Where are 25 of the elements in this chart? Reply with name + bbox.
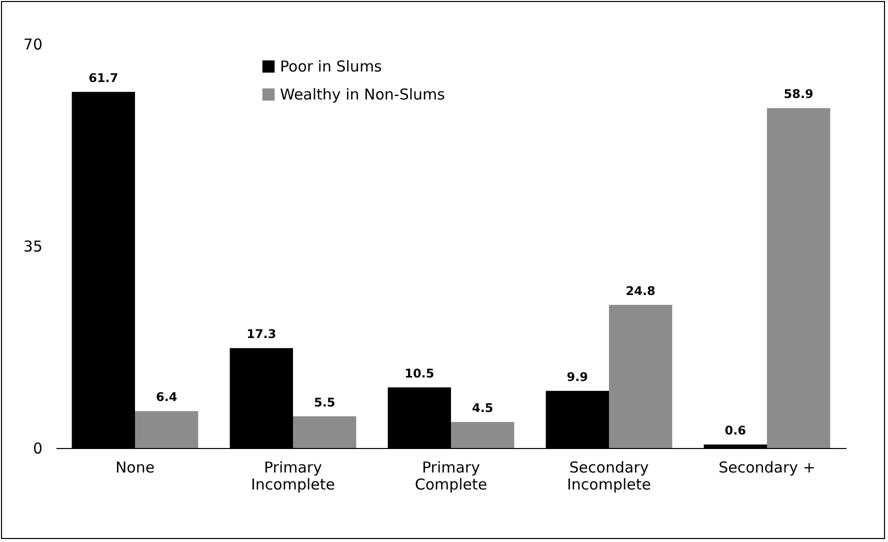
y-tick-label: 70 [23, 36, 42, 54]
data-label: 17.3 [246, 327, 276, 342]
data-label: 61.7 [88, 70, 118, 85]
data-label: 9.9 [566, 370, 588, 384]
data-label: 10.5 [404, 366, 434, 380]
bar [451, 422, 514, 448]
data-label: 4.5 [472, 401, 494, 416]
x-tick-label: None [115, 458, 155, 476]
bar [609, 304, 672, 448]
y-tick-label: 0 [32, 440, 42, 458]
x-tick-label: Primary Incomplete [251, 458, 335, 494]
bar [293, 416, 356, 448]
y-tick-label: 35 [23, 238, 42, 256]
bar [767, 108, 830, 448]
data-label: 58.9 [784, 87, 814, 102]
x-tick-label: Secondary Incomplete [567, 458, 651, 494]
legend-label: Wealthy in Non-Slums [280, 86, 446, 104]
data-label: 24.8 [626, 284, 656, 298]
legend-label: Poor in Slums [280, 58, 382, 76]
data-label: 5.5 [314, 395, 336, 410]
x-tick-label: Primary Complete [414, 458, 488, 494]
data-label: 6.4 [156, 390, 178, 404]
x-tick-label: Secondary + [718, 458, 816, 476]
bar [135, 411, 198, 448]
data-label: 0.6 [724, 424, 746, 438]
